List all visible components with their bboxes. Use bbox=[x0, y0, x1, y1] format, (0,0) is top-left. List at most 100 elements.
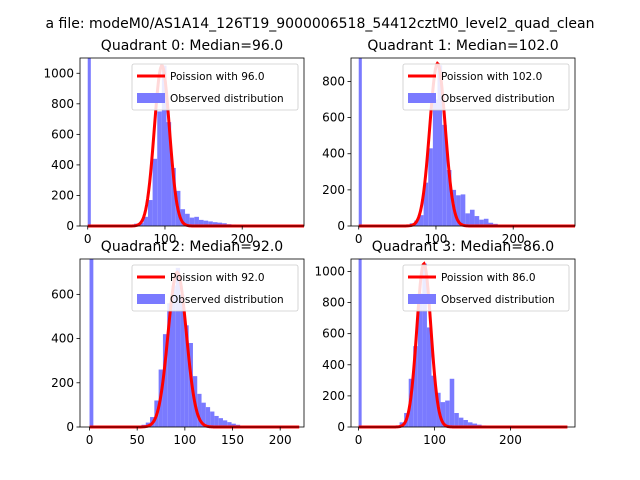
subplot-3: 0 100 200 0 200 400 600 800 1000 Quadrant 3: Medi… bbox=[314, 239, 576, 447]
histogram-bar bbox=[463, 420, 468, 427]
x-tick-label: 100 bbox=[423, 433, 446, 447]
histogram-bar bbox=[418, 215, 424, 226]
axes-frame bbox=[350, 258, 576, 428]
y-tick-label: 600 bbox=[51, 127, 74, 141]
y-tick-label: 0 bbox=[337, 219, 345, 233]
legend-box bbox=[402, 63, 570, 111]
histogram-bar bbox=[465, 213, 470, 226]
histogram-bar bbox=[194, 216, 199, 226]
histogram-bar bbox=[143, 216, 148, 226]
histogram-bar bbox=[157, 111, 162, 226]
histogram-bar bbox=[210, 411, 215, 427]
histogram-bar bbox=[217, 222, 223, 226]
y-tick-label: 0 bbox=[66, 420, 74, 434]
subplot-2: 0 50 100 150 200 0 200 400 600 Quadrant 2: Median… bbox=[51, 239, 305, 447]
legend-entry-poisson: Poission with 92.0 bbox=[170, 272, 265, 284]
y-tick-label: 400 bbox=[322, 147, 345, 161]
histogram-bar bbox=[460, 194, 466, 226]
histogram-bar bbox=[152, 158, 158, 226]
y-tick-label: 400 bbox=[51, 332, 74, 346]
y-tick-label: 600 bbox=[51, 287, 74, 301]
histogram-bar bbox=[198, 219, 204, 226]
histogram-bar bbox=[479, 219, 484, 226]
histogram-bar bbox=[483, 218, 489, 226]
legend-entry-observed: Observed distribution bbox=[170, 294, 284, 306]
x-tick-label: 150 bbox=[221, 433, 244, 447]
y-tick-label: 1000 bbox=[43, 66, 74, 80]
legend-entry-observed: Observed distribution bbox=[170, 93, 284, 105]
histogram-bar bbox=[472, 423, 478, 427]
legend: Poission with 86.0 Observed distribution bbox=[402, 264, 570, 312]
legend: Poission with 96.0 Observed distribution bbox=[131, 63, 299, 111]
histogram-bar bbox=[413, 346, 418, 427]
legend-bar-swatch bbox=[137, 93, 165, 103]
histogram-bar bbox=[440, 402, 446, 427]
figure-suptitle: a file: modeM0/AS1A14_126T19_9000006518_… bbox=[46, 16, 595, 32]
x-tick-label: 200 bbox=[231, 232, 254, 246]
histogram-bar bbox=[205, 407, 211, 427]
x-tick-label: 100 bbox=[425, 232, 448, 246]
histogram-bar bbox=[432, 99, 438, 226]
histogram-bar bbox=[208, 221, 213, 226]
y-tick-label: 600 bbox=[322, 327, 345, 341]
x-tick-label: 100 bbox=[154, 232, 177, 246]
x-tick-label: 200 bbox=[499, 433, 522, 447]
histogram-bar bbox=[212, 222, 218, 226]
y-tick-label: 0 bbox=[66, 219, 74, 233]
histogram-bar bbox=[218, 418, 223, 427]
x-tick-label: 0 bbox=[355, 232, 363, 246]
legend-entry-observed: Observed distribution bbox=[441, 294, 555, 306]
histogram-bar bbox=[171, 285, 176, 427]
subplot-0: 0 100 200 0 200 400 600 800 1000 Quadrant 0: Medi… bbox=[43, 38, 305, 246]
legend-box bbox=[131, 264, 299, 312]
histogram-zero-bar bbox=[87, 58, 91, 226]
histogram-bar bbox=[214, 415, 219, 427]
subplot-title: Quadrant 2: Median=92.0 bbox=[101, 239, 283, 255]
x-tick-label: 50 bbox=[130, 433, 145, 447]
histogram-bar bbox=[423, 182, 429, 226]
histogram-bar bbox=[185, 213, 190, 226]
histogram-bar bbox=[166, 122, 172, 226]
histogram-bar bbox=[180, 294, 185, 427]
histogram-bar bbox=[474, 216, 480, 226]
histogram-bar bbox=[180, 209, 186, 226]
axes-frame bbox=[79, 258, 305, 428]
x-tick-label: 100 bbox=[173, 433, 196, 447]
histogram-bar bbox=[428, 148, 433, 226]
histogram-bar bbox=[454, 413, 459, 427]
histogram-bar bbox=[458, 417, 464, 427]
histogram-bar bbox=[488, 222, 494, 226]
histogram-bar bbox=[227, 422, 232, 427]
legend-bar-swatch bbox=[408, 294, 436, 304]
y-tick-label: 200 bbox=[322, 389, 345, 403]
histogram-bar bbox=[201, 402, 206, 427]
legend-bar-swatch bbox=[137, 294, 165, 304]
histogram-bar bbox=[422, 263, 427, 427]
histogram-bar bbox=[231, 423, 236, 427]
legend-entry-poisson: Poission with 102.0 bbox=[441, 71, 542, 83]
histogram-zero-bar bbox=[358, 259, 362, 427]
legend: Poission with 92.0 Observed distribution bbox=[131, 264, 299, 312]
subplot-title: Quadrant 3: Median=86.0 bbox=[372, 239, 554, 255]
legend-box bbox=[402, 264, 570, 312]
histogram-bar bbox=[162, 334, 168, 427]
histogram-bar bbox=[189, 217, 195, 226]
x-tick-label: 0 bbox=[86, 433, 94, 447]
legend: Poission with 102.0 Observed distribution bbox=[402, 63, 570, 111]
x-tick-label: 200 bbox=[269, 433, 292, 447]
histogram-bar bbox=[167, 303, 172, 427]
histogram-bar bbox=[456, 195, 461, 226]
histogram-bar bbox=[469, 209, 475, 226]
histogram-zero-bar bbox=[89, 259, 94, 427]
histogram-bar bbox=[161, 65, 167, 227]
histogram-bar bbox=[197, 393, 202, 427]
histogram-bar bbox=[445, 400, 450, 427]
histogram-bar bbox=[449, 378, 455, 427]
y-tick-label: 200 bbox=[322, 183, 345, 197]
histogram-bar bbox=[184, 325, 189, 427]
histogram-bar bbox=[175, 267, 181, 427]
legend-entry-poisson: Poission with 86.0 bbox=[441, 272, 536, 284]
legend-entry-poisson: Poission with 96.0 bbox=[170, 71, 265, 83]
subplot-1: 0 100 200 0 200 400 600 800 Quadrant 1: Median=1… bbox=[322, 38, 576, 246]
histogram-bar bbox=[171, 167, 176, 226]
